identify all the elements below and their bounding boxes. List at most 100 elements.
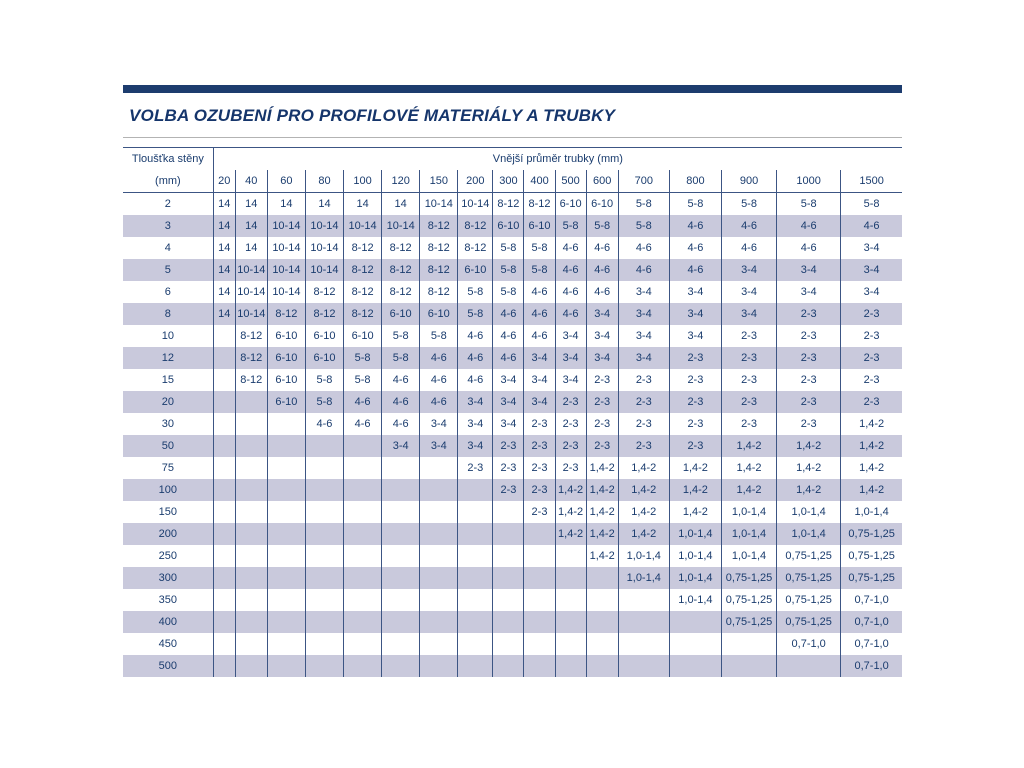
table-cell: 2-3 bbox=[523, 412, 556, 435]
table-cell bbox=[305, 566, 345, 589]
table-cell: 2-3 bbox=[669, 390, 722, 413]
table-cell: 4-6 bbox=[523, 302, 556, 325]
column-header-800: 800 bbox=[669, 170, 722, 193]
table-cell bbox=[618, 588, 670, 611]
corner-header-line2: (mm) bbox=[155, 175, 181, 187]
table-cell: 5-8 bbox=[457, 280, 494, 303]
table-cell bbox=[343, 522, 383, 545]
table-cell: 10-14 bbox=[305, 214, 345, 237]
table-cell: 2-3 bbox=[523, 500, 556, 523]
table-cell: 3-4 bbox=[618, 324, 670, 347]
table-cell: 0,75-1,25 bbox=[721, 610, 778, 633]
table-cell: 3-4 bbox=[669, 302, 722, 325]
table-cell: 5-8 bbox=[618, 214, 670, 237]
table-cell: 3-4 bbox=[555, 368, 587, 391]
table-cell bbox=[267, 588, 306, 611]
table-cell: 1,4-2 bbox=[859, 439, 885, 452]
table-cell: 8-12 bbox=[235, 346, 268, 369]
table-cell: 3-4 bbox=[492, 368, 525, 391]
table-cell bbox=[267, 654, 306, 677]
table-cell: 4-6 bbox=[523, 324, 556, 347]
table-row-500: 500 0,7-1,0 bbox=[123, 654, 902, 677]
table-cell: 0,75-1,25 bbox=[848, 549, 895, 562]
table-cell: 14 bbox=[235, 192, 268, 215]
table-cell bbox=[523, 588, 556, 611]
corner-header-line1: Tloušťka stěny bbox=[131, 153, 204, 165]
table-cell: 3-4 bbox=[523, 390, 556, 413]
table-cell: 5-8 bbox=[586, 214, 619, 237]
table-cell bbox=[213, 522, 236, 545]
table-cell: 1,4-2 bbox=[618, 500, 670, 523]
table-cell: 3-4 bbox=[586, 302, 619, 325]
table-cell: 0,7-1,0 bbox=[854, 615, 889, 628]
table-cell: 10-14 bbox=[267, 258, 306, 281]
table-cell bbox=[492, 522, 525, 545]
table-cell: 0,7-1,0 bbox=[854, 659, 889, 672]
table-cell: 5-8 bbox=[555, 214, 587, 237]
table-cell bbox=[267, 456, 306, 479]
table-cell: 1,4-2 bbox=[721, 478, 778, 501]
table-cell bbox=[381, 456, 421, 479]
table-cell: 5-8 bbox=[669, 192, 722, 215]
table-cell: 4-6 bbox=[586, 280, 619, 303]
table-cell: 1,4-2 bbox=[618, 478, 670, 501]
column-header-60: 60 bbox=[267, 170, 306, 193]
table-cell: 4-6 bbox=[721, 236, 778, 259]
table-cell: 14 bbox=[213, 280, 236, 303]
row-label: 300 bbox=[123, 566, 214, 589]
table-cell bbox=[381, 478, 421, 501]
table-cell: 1,4-2 bbox=[586, 522, 619, 545]
table-cell bbox=[235, 632, 268, 655]
table-cell: 1,4-2 bbox=[669, 456, 722, 479]
table-cell: 8-12 bbox=[381, 258, 421, 281]
table-cell: 1,0-1,4 bbox=[618, 544, 670, 567]
table-cell: 4-6 bbox=[721, 214, 778, 237]
row-label: 15 bbox=[123, 368, 214, 391]
table-cell: 4-6 bbox=[618, 258, 670, 281]
table-cell bbox=[419, 632, 459, 655]
table-cell: 8-12 bbox=[457, 214, 494, 237]
table-cell: 1,0-1,4 bbox=[669, 522, 722, 545]
row-label: 150 bbox=[123, 500, 214, 523]
table-cell: 5-8 bbox=[343, 368, 383, 391]
table-cell: 1,0-1,4 bbox=[854, 505, 889, 518]
table-cell: 8-12 bbox=[419, 258, 459, 281]
corner-header: Tloušťka stěny (mm) bbox=[123, 147, 214, 193]
table-cell bbox=[669, 632, 722, 655]
table-cell bbox=[343, 632, 383, 655]
table-cell: 8-12 bbox=[419, 280, 459, 303]
table-row-3: 3 14 14 10-14 10-14 10-14 10-14 8-12 8-12 6-10 6-1… bbox=[123, 214, 902, 237]
column-header-80: 80 bbox=[305, 170, 345, 193]
table-cell: 3-4 bbox=[863, 263, 880, 276]
table-cell: 1,4-2 bbox=[859, 417, 885, 430]
table-cell bbox=[343, 610, 383, 633]
table-cell: 6-10 bbox=[267, 368, 306, 391]
table-cell bbox=[492, 610, 525, 633]
page-title: VOLBA OZUBENÍ PRO PROFILOVÉ MATERIÁLY A … bbox=[129, 106, 616, 125]
table-cell: 6-10 bbox=[305, 346, 345, 369]
table-cell: 3-4 bbox=[721, 258, 778, 281]
table-row-400: 400 0,75-1,25 0,75-1,25 0,7-1,0 bbox=[123, 610, 902, 633]
table-cell bbox=[555, 654, 587, 677]
table-cell: 14 bbox=[381, 192, 421, 215]
table-cell bbox=[618, 632, 670, 655]
table-cell bbox=[213, 632, 236, 655]
row-label: 20 bbox=[123, 390, 214, 413]
table-cell bbox=[555, 632, 587, 655]
table-cell: 5-8 bbox=[776, 192, 842, 215]
table-cell bbox=[457, 632, 494, 655]
table-cell bbox=[213, 588, 236, 611]
row-label: 6 bbox=[123, 280, 214, 303]
table-row-10: 10 8-12 6-10 6-10 6-10 5-8 5-8 4-6 4-6 4-6 3-4 3-4 3… bbox=[123, 324, 902, 347]
table-cell bbox=[213, 390, 236, 413]
table-cell: 14 bbox=[235, 236, 268, 259]
table-cell bbox=[381, 544, 421, 567]
table-cell: 2-3 bbox=[863, 329, 880, 342]
table-cell bbox=[669, 610, 722, 633]
table-cell bbox=[343, 654, 383, 677]
table-cell: 2-3 bbox=[586, 412, 619, 435]
table-cell: 10-14 bbox=[235, 258, 268, 281]
table-cell: 3-4 bbox=[457, 412, 494, 435]
table-cell: 3-4 bbox=[381, 434, 421, 457]
table-cell: 8-12 bbox=[235, 324, 268, 347]
